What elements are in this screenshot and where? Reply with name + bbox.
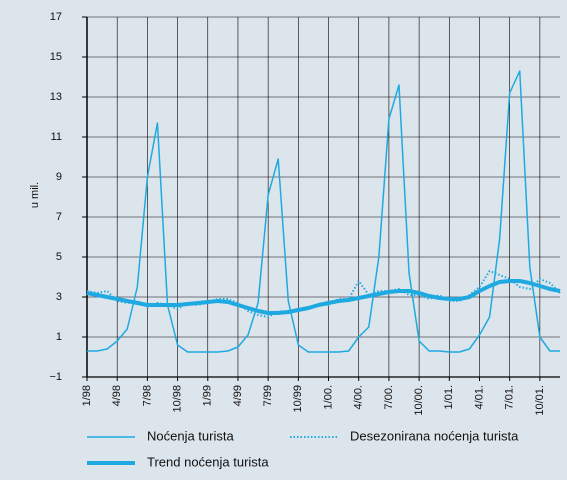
x-tick-label: 10/00. — [413, 385, 425, 416]
legend-label: Desezonirana noćenja turista — [350, 428, 519, 443]
x-tick-label: 1/01. — [443, 385, 455, 409]
legend-label: Noćenja turista — [147, 428, 234, 443]
y-axis-label: u mil. — [29, 182, 41, 208]
x-tick-label: 7/00. — [383, 385, 395, 409]
y-tick-label: 1 — [56, 331, 62, 343]
y-tick-label: 9 — [56, 171, 62, 183]
y-tick-label: 5 — [56, 251, 62, 263]
x-tick-label: 1/00. — [322, 385, 334, 409]
x-tick-label: 4/00. — [353, 385, 365, 409]
y-tick-label: 15 — [50, 51, 62, 63]
series-line — [86, 270, 561, 318]
x-tick-label: 7/01. — [504, 385, 516, 409]
legend-label: Trend noćenja turista — [147, 454, 269, 469]
y-tick-label: 13 — [50, 91, 62, 103]
x-tick-label: 10/98 — [171, 385, 183, 413]
x-tick-label: 7/99 — [262, 385, 274, 406]
x-tick-label: 1/99 — [202, 385, 214, 406]
y-tick-label: 17 — [50, 11, 62, 23]
x-tick-label: 1/98 — [81, 385, 93, 406]
y-tick-label: 11 — [51, 131, 62, 143]
y-tick-label: 3 — [56, 291, 62, 303]
x-tick-label: 4/98 — [111, 385, 123, 406]
y-tick-label: −1 — [49, 371, 62, 383]
x-tick-label: 4/99 — [232, 385, 244, 406]
series-line — [87, 70, 560, 353]
x-tick-label: 10/01. — [534, 385, 546, 416]
y-tick-label: 7 — [56, 211, 62, 223]
x-tick-label: 10/99 — [292, 385, 304, 413]
series-line — [86, 279, 561, 315]
x-tick-label: 4/01. — [473, 385, 485, 409]
x-tick-label: 7/98 — [141, 385, 153, 406]
